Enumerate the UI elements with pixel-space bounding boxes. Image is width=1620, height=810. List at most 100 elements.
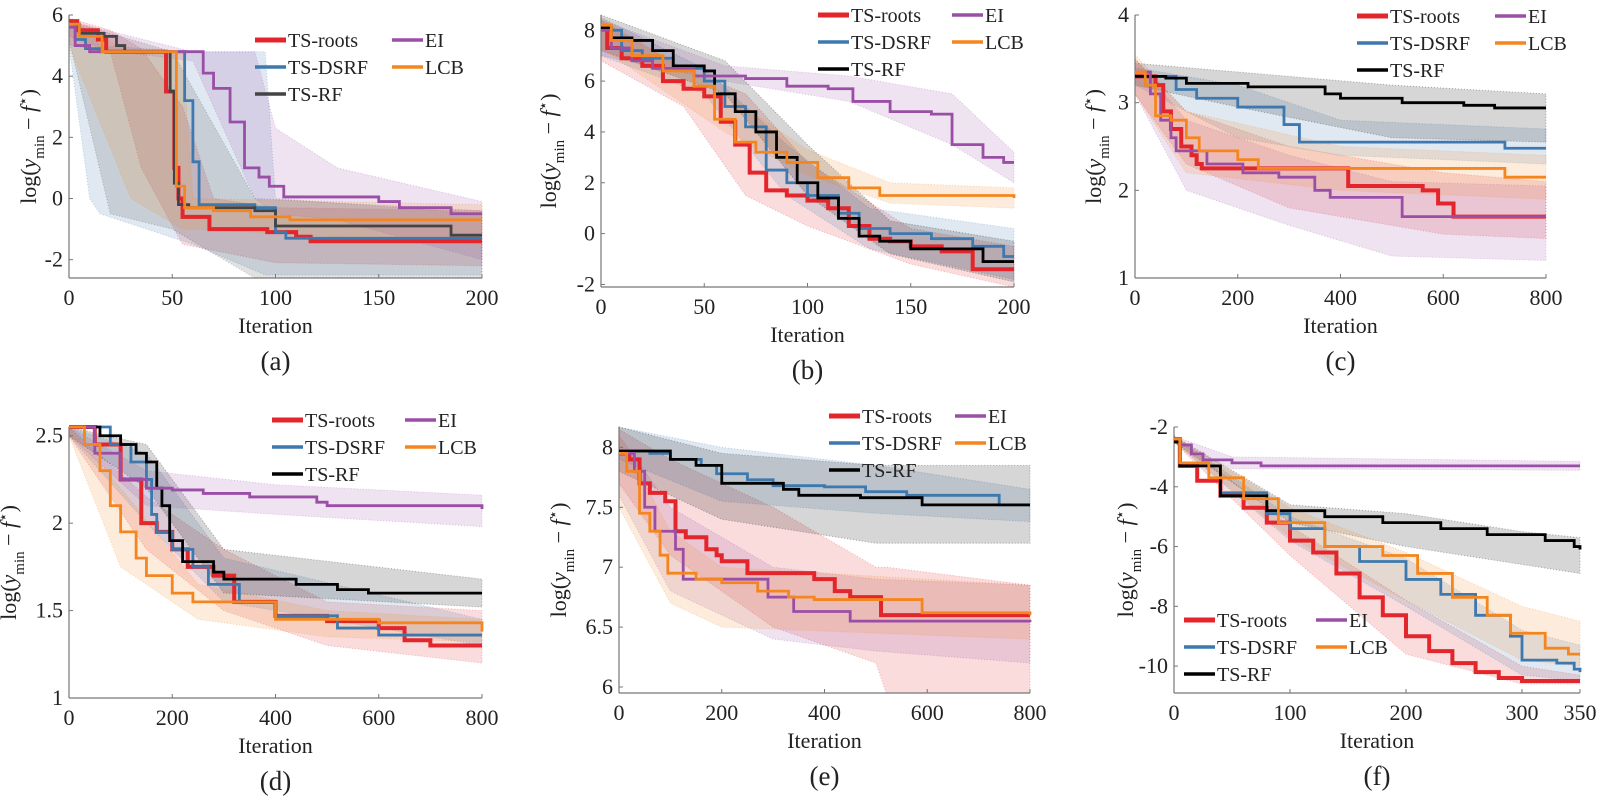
x-tick-label: 200 [466,285,499,310]
x-tick-label: 600 [1427,285,1460,310]
legend-item-ts-dsrf: TS-DSRF [1357,33,1470,55]
legend-item-ts-dsrf: TS-DSRF [255,57,368,79]
confidence-band-ts-roots [1134,57,1547,240]
x-tick-label: 0 [614,700,625,725]
series-line-ts-rf [1135,74,1546,110]
x-tick-label: 0 [596,294,607,319]
x-tick-label: 150 [362,285,395,310]
x-axis-label: Iteration [770,322,845,347]
y-tick-label: -10 [1139,653,1168,678]
x-tick-label: 800 [1014,700,1047,725]
x-tick-label: 300 [1506,700,1539,725]
x-tick-label: 800 [466,705,499,730]
legend-label: LCB [988,433,1027,455]
series-line-lcb [1174,437,1580,656]
panel-label: (b) [792,355,823,385]
legend-item-ei: EI [955,406,1007,428]
y-tick-label: 3 [1118,90,1129,115]
legend-label: TS-roots [1390,6,1460,28]
confidence-band-ei [600,19,1015,184]
legend: TS-roots EI TS-DSRF LCB TS-RF [829,406,1027,482]
confidence-band-ts-dsrf [1173,435,1581,682]
subplot-f: 0 100 200 300 350 -10 -8 -6 -4 -2 Iteration (f) log(… [1113,414,1597,791]
legend: TS-roots EI TS-DSRF LCB TS-RF [1184,610,1388,686]
y-tick-label: -2 [45,247,63,272]
legend-item-lcb: LCB [1316,637,1388,659]
series-line-lcb [69,22,482,222]
legend-item-ts-dsrf: TS-DSRF [1184,637,1297,659]
x-tick-label: 200 [156,705,189,730]
legend-label: TS-roots [862,406,932,428]
legend-label: TS-roots [305,410,375,432]
panel-label: (a) [261,346,291,376]
legend-item-ts-roots: TS-roots [1184,610,1287,632]
x-axis-label: Iteration [1340,728,1415,753]
series-line-ei [69,425,484,510]
legend-item-ts-dsrf: TS-DSRF [272,437,385,459]
series-line-ts-dsrf [1135,74,1546,150]
legend-label: LCB [1528,33,1567,55]
legend-item-ts-roots: TS-roots [818,5,921,27]
series-line-ts-dsrf [69,22,482,240]
y-tick-label: 4 [584,119,595,144]
y-axis-label: log(ymin − f⋆) [16,89,48,204]
series-line-lcb [601,23,1016,199]
panel-label: (e) [810,761,840,791]
legend-label: TS-RF [851,59,905,81]
x-tick-label: 200 [705,700,738,725]
legend-label: TS-roots [851,5,921,27]
y-axis-label: log(ymin − f⋆) [1081,89,1113,204]
y-tick-label: 7.5 [586,494,614,519]
y-axis-label: log(ymin − f⋆) [536,94,568,209]
legend-label: TS-DSRF [305,437,385,459]
legend-label: EI [988,406,1007,428]
legend: TS-roots EI TS-DSRF LCB TS-RF [1357,6,1567,82]
x-tick-label: 350 [1564,700,1597,725]
confidence-band-ei [1173,435,1581,471]
legend-item-ei: EI [952,5,1004,27]
series-line-lcb [619,451,1032,616]
y-tick-label: 8 [602,434,613,459]
y-axis-label: log(ymin − f⋆) [546,503,578,618]
panel-label: (c) [1326,346,1356,376]
legend-item-ts-dsrf: TS-DSRF [818,32,931,54]
legend-label: TS-DSRF [1217,637,1297,659]
legend-label: EI [425,30,444,52]
confidence-band-lcb [68,20,483,245]
series-line-ts-rf [69,22,482,237]
legend-label: TS-DSRF [1390,33,1470,55]
y-tick-label: 2.5 [36,423,64,448]
legend-item-lcb: LCB [1495,33,1567,55]
legend-item-ts-rf: TS-RF [818,59,905,81]
y-tick-label: 0 [584,221,595,246]
y-tick-label: 6 [584,68,595,93]
legend-item-lcb: LCB [405,437,477,459]
x-tick-label: 200 [1390,700,1423,725]
series-line-lcb [1135,70,1546,179]
legend-label: TS-RF [1217,664,1271,686]
legend-item-ts-rf: TS-RF [255,84,342,106]
legend-label: EI [985,5,1004,27]
panel-label: (f) [1364,761,1391,791]
legend-label: EI [438,410,457,432]
legend-label: TS-roots [288,30,358,52]
x-axis-label: Iteration [238,313,313,338]
x-tick-label: 0 [1130,285,1141,310]
x-tick-label: 100 [791,294,824,319]
legend-item-ts-roots: TS-roots [1357,6,1460,28]
y-tick-label: 4 [52,63,63,88]
y-tick-label: 6 [52,2,63,27]
legend-item-ei: EI [392,30,444,52]
legend-label: LCB [438,437,477,459]
x-axis-label: Iteration [1303,313,1378,338]
legend-item-lcb: LCB [952,32,1024,54]
series-line-ts-rf [601,26,1014,263]
legend-label: LCB [1349,637,1388,659]
x-tick-label: 400 [808,700,841,725]
legend: TS-roots EI TS-DSRF LCB TS-RF [255,30,464,106]
x-tick-label: 800 [1530,285,1563,310]
legend-label: LCB [985,32,1024,54]
x-tick-label: 200 [998,294,1031,319]
confidence-band-ei [618,433,1031,664]
